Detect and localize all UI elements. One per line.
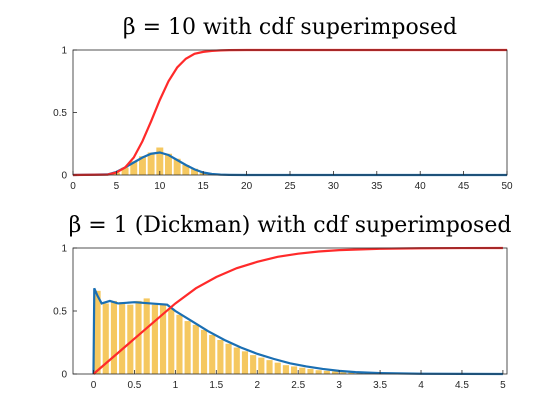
histogram-bar bbox=[356, 372, 363, 374]
x-tick-label: 0.5 bbox=[127, 380, 141, 391]
histogram-bar bbox=[138, 156, 146, 175]
histogram-bar bbox=[266, 360, 273, 374]
histogram-bar bbox=[168, 308, 175, 374]
histogram-bar bbox=[119, 302, 126, 374]
histogram-bar bbox=[331, 371, 339, 374]
histogram-bar bbox=[127, 304, 134, 374]
histogram-bar bbox=[233, 347, 240, 374]
x-tick-label: 15 bbox=[198, 181, 210, 192]
axes-box-1 bbox=[72, 49, 508, 176]
cdf-line-1 bbox=[72, 48, 507, 177]
histogram-bar bbox=[209, 334, 216, 374]
x-tick-label: 40 bbox=[415, 181, 427, 192]
x-tick-label: 4.5 bbox=[455, 380, 469, 391]
histogram-bar bbox=[173, 158, 181, 175]
histogram-bar bbox=[165, 153, 172, 175]
histogram-bar bbox=[94, 290, 101, 374]
y-tick-label: 1 bbox=[61, 244, 67, 255]
y-tick-label: 1 bbox=[61, 46, 67, 57]
histogram-bar bbox=[348, 372, 355, 374]
histogram-bar bbox=[307, 368, 314, 374]
histogram-bar bbox=[323, 370, 330, 374]
histogram-bar bbox=[160, 303, 167, 374]
y-tick-label: 0.5 bbox=[53, 307, 67, 318]
x-axis-1: 0 5 10 15 20 25 30 35 40 45 50 bbox=[70, 171, 513, 192]
x-tick-label: 3.5 bbox=[373, 380, 387, 391]
histogram-bar bbox=[225, 343, 232, 374]
x-tick-label: 0 bbox=[91, 380, 97, 391]
histogram-bar bbox=[282, 365, 289, 374]
x-tick-label: 35 bbox=[371, 181, 383, 192]
histogram-bars-2 bbox=[94, 290, 404, 374]
histogram-bar bbox=[110, 300, 118, 374]
x-tick-label: 10 bbox=[154, 181, 166, 192]
histogram-bar bbox=[192, 324, 199, 374]
x-tick-label: 2.5 bbox=[291, 380, 305, 391]
histogram-bar bbox=[135, 300, 142, 374]
histogram-bar bbox=[274, 362, 281, 374]
histogram-bar bbox=[156, 147, 164, 175]
pdf-line-2 bbox=[92, 287, 503, 376]
x-tick-label: 2 bbox=[254, 380, 260, 391]
histogram-bar bbox=[200, 329, 208, 374]
plot-area-1 bbox=[72, 48, 508, 177]
histogram-bar bbox=[258, 357, 265, 374]
histogram-bar bbox=[299, 367, 306, 374]
histogram-bar bbox=[340, 372, 347, 374]
x-tick-label: 5 bbox=[500, 380, 506, 391]
y-tick-label: 0 bbox=[61, 370, 67, 381]
x-tick-label: 3 bbox=[336, 380, 342, 391]
x-tick-label: 50 bbox=[501, 181, 513, 192]
histogram-bars-1 bbox=[104, 147, 225, 176]
histogram-bar bbox=[121, 167, 129, 175]
x-tick-label: 0 bbox=[70, 181, 76, 192]
histogram-bar bbox=[102, 303, 109, 374]
histogram-bar bbox=[315, 370, 322, 374]
x-tick-label: 1 bbox=[173, 380, 179, 391]
chart-panel-1: β = 10 with cdf superimposed 0 5 10 15 20 25 3… bbox=[53, 15, 513, 192]
x-tick-label: 45 bbox=[458, 181, 470, 192]
y-axis-1: 00.51 bbox=[53, 46, 77, 182]
x-tick-label: 5 bbox=[114, 181, 120, 192]
x-tick-label: 20 bbox=[241, 181, 253, 192]
histogram-bar bbox=[151, 304, 158, 374]
x-axis-2: 0 0.5 1 1.5 2 2.5 3 3.5 4 4.5 5 bbox=[91, 370, 506, 391]
x-tick-label: 25 bbox=[284, 181, 296, 192]
histogram-bar bbox=[143, 298, 150, 374]
x-tick-label: 1.5 bbox=[209, 380, 223, 391]
x-tick-label: 30 bbox=[328, 181, 340, 192]
histogram-bar bbox=[217, 339, 224, 374]
x-tick-label: 4 bbox=[418, 380, 424, 391]
y-tick-label: 0.5 bbox=[53, 108, 67, 119]
histogram-bar bbox=[191, 168, 198, 175]
histogram-bar bbox=[241, 351, 249, 374]
histogram-bar bbox=[176, 314, 183, 374]
histogram-bar bbox=[291, 366, 298, 374]
y-axis-2: 00.51 bbox=[53, 244, 77, 381]
histogram-bar bbox=[130, 161, 138, 175]
histogram-bar bbox=[184, 321, 191, 374]
y-tick-label: 0 bbox=[61, 171, 67, 182]
cdf-line-2 bbox=[92, 246, 503, 375]
chart-title-2: β = 1 (Dickman) with cdf superimposed bbox=[69, 213, 512, 238]
histogram-bar bbox=[147, 152, 155, 175]
histogram-bar bbox=[250, 355, 257, 374]
plot-area-2 bbox=[72, 246, 508, 376]
chart-title-1: β = 10 with cdf superimposed bbox=[123, 15, 457, 40]
histogram-bar bbox=[182, 165, 190, 175]
